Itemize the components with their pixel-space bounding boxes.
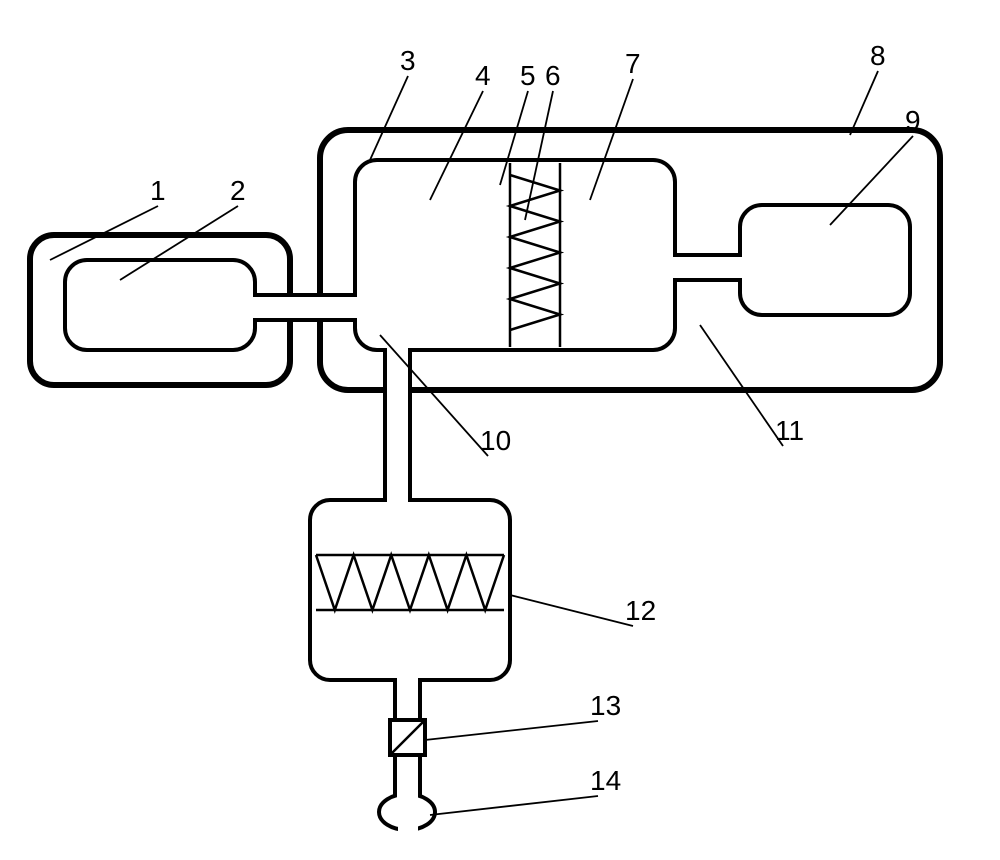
leader-l6 — [525, 91, 553, 220]
zigzag-lower — [316, 555, 504, 610]
label-8: 8 — [870, 40, 886, 71]
right-cell — [740, 205, 910, 315]
zigzag-top — [510, 175, 560, 330]
lower-vessel — [310, 500, 510, 680]
label-10: 10 — [480, 425, 511, 456]
label-7: 7 — [625, 48, 641, 79]
label-5: 5 — [520, 60, 536, 91]
leader-l11 — [700, 325, 783, 446]
left-inner — [65, 260, 255, 350]
leader-l14 — [430, 796, 598, 815]
center-vessel — [355, 160, 675, 350]
label-6: 6 — [545, 60, 561, 91]
label-12: 12 — [625, 595, 656, 626]
diagram-canvas: 1234567891110121314 — [0, 0, 1000, 860]
leader-l7 — [590, 79, 633, 200]
label-11: 11 — [775, 415, 804, 446]
label-2: 2 — [230, 175, 246, 206]
label-1: 1 — [150, 175, 166, 206]
valve-diagonal — [390, 720, 425, 755]
leader-l4 — [430, 91, 483, 200]
leader-l8 — [850, 71, 878, 135]
label-9: 9 — [905, 105, 921, 136]
leader-l12 — [510, 595, 633, 626]
label-13: 13 — [590, 690, 621, 721]
leader-l3 — [370, 76, 408, 160]
label-3: 3 — [400, 45, 416, 76]
leader-l5 — [500, 91, 528, 185]
label-4: 4 — [475, 60, 491, 91]
leader-l9 — [830, 136, 913, 225]
leader-l13 — [425, 721, 598, 740]
label-14: 14 — [590, 765, 621, 796]
